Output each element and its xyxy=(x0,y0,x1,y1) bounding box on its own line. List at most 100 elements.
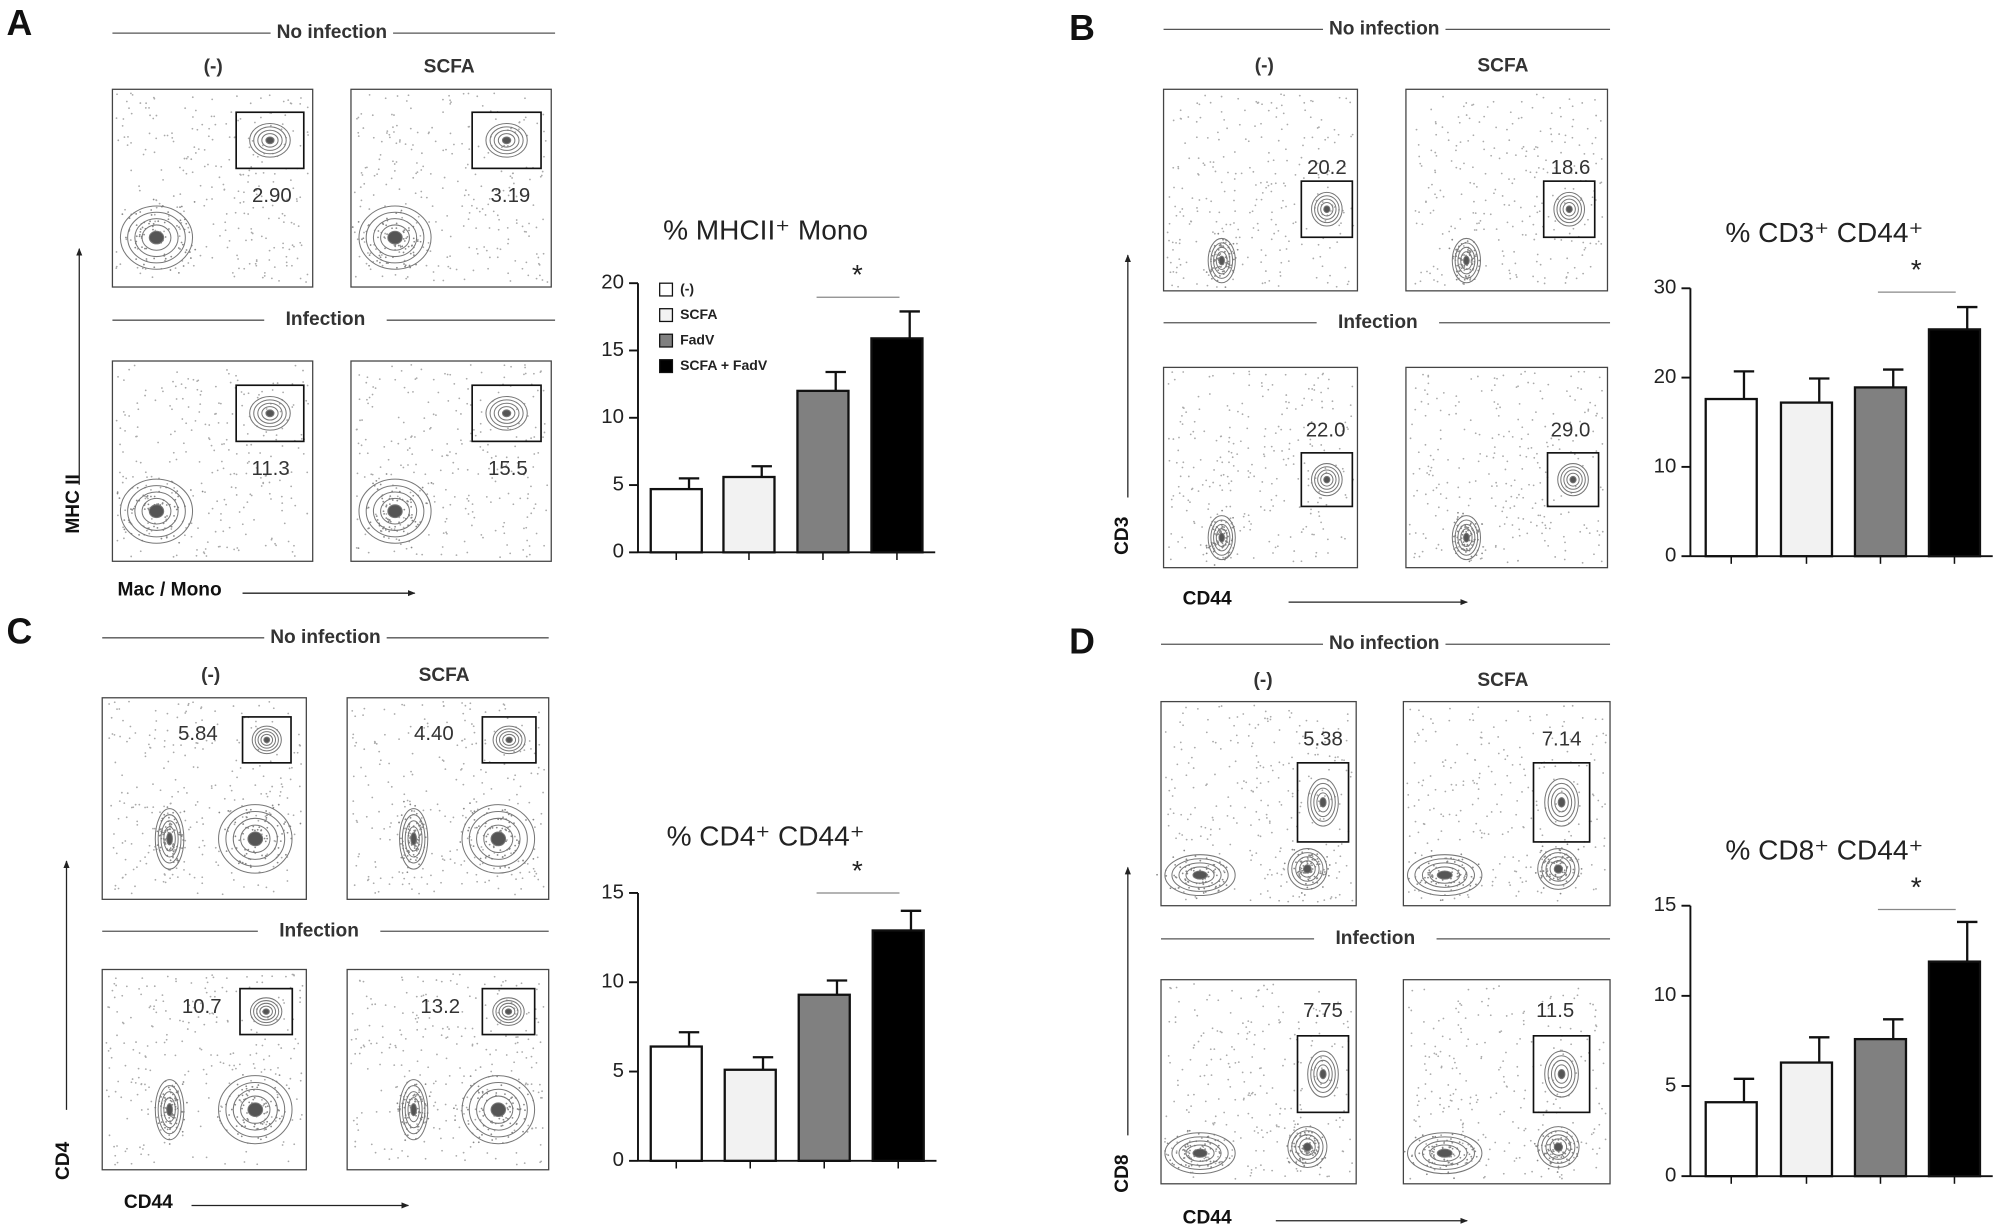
event-dot xyxy=(265,431,268,433)
event-dot xyxy=(1311,100,1314,103)
event-dot xyxy=(128,415,131,417)
event-dot xyxy=(181,847,183,850)
event-dot xyxy=(1563,202,1566,204)
event-dot xyxy=(1182,724,1184,727)
event-dot xyxy=(170,255,173,258)
event-dot xyxy=(393,528,396,531)
event-dot xyxy=(1168,437,1170,440)
event-dot xyxy=(187,156,189,158)
event-dot xyxy=(365,381,368,384)
event-dot xyxy=(1531,419,1534,421)
event-dot xyxy=(219,234,221,237)
event-dot xyxy=(384,733,386,736)
event-dot xyxy=(1287,457,1290,460)
event-dot xyxy=(409,816,412,819)
event-dot xyxy=(1284,373,1287,376)
event-dot xyxy=(1505,482,1508,485)
event-dot xyxy=(412,144,414,146)
contour xyxy=(166,832,173,846)
event-dot xyxy=(1414,209,1417,212)
event-dot xyxy=(515,1123,518,1126)
event-dot xyxy=(1179,109,1182,112)
event-dot xyxy=(1266,717,1269,720)
event-dot xyxy=(1463,283,1465,285)
event-dot xyxy=(408,264,411,267)
event-dot xyxy=(506,839,508,841)
contour xyxy=(372,218,418,258)
event-dot xyxy=(1282,112,1285,115)
event-dot xyxy=(292,973,295,976)
event-dot xyxy=(1536,211,1539,214)
event-dot xyxy=(1559,107,1562,109)
event-dot xyxy=(260,476,262,479)
event-dot xyxy=(525,555,528,558)
event-dot xyxy=(502,525,505,528)
event-dot xyxy=(355,1037,357,1040)
event-dot xyxy=(151,276,154,279)
event-dot xyxy=(207,1097,210,1099)
event-dot xyxy=(1465,114,1468,116)
event-dot xyxy=(503,364,506,367)
event-dot xyxy=(1511,182,1514,185)
event-dot xyxy=(196,800,199,803)
event-dot xyxy=(154,220,157,223)
event-dot xyxy=(151,225,154,228)
event-dot xyxy=(1212,161,1215,164)
event-dot xyxy=(402,466,405,469)
event-dot xyxy=(290,221,293,224)
event-dot xyxy=(1236,822,1238,824)
event-dot xyxy=(1201,526,1203,528)
event-dot xyxy=(148,222,150,225)
event-dot xyxy=(1459,263,1461,266)
event-dot xyxy=(119,735,121,738)
panel-letter: D xyxy=(1069,622,1095,662)
event-dot xyxy=(402,238,405,240)
event-dot xyxy=(1420,165,1423,167)
event-dot xyxy=(1179,263,1182,266)
event-dot xyxy=(241,816,244,818)
event-dot xyxy=(1413,556,1416,559)
event-dot xyxy=(1584,246,1587,249)
event-dot xyxy=(482,1115,485,1117)
contour xyxy=(254,728,279,752)
event-dot xyxy=(153,1161,156,1164)
event-dot xyxy=(124,1064,127,1067)
event-dot xyxy=(460,768,462,771)
event-dot xyxy=(115,265,118,268)
event-dot xyxy=(124,840,127,842)
event-dot xyxy=(434,1080,437,1083)
event-dot xyxy=(1221,461,1224,464)
contour xyxy=(1569,475,1577,484)
event-dot xyxy=(185,710,188,713)
event-dot xyxy=(191,127,194,130)
event-dot xyxy=(203,844,206,847)
event-dot xyxy=(1539,514,1542,517)
event-dot xyxy=(238,1063,241,1066)
event-dot xyxy=(363,231,365,234)
event-dot xyxy=(161,994,164,997)
event-dot xyxy=(1317,501,1319,504)
event-dot xyxy=(279,777,282,780)
event-dot xyxy=(1316,900,1319,903)
event-dot xyxy=(152,222,155,225)
event-dot xyxy=(505,1054,508,1056)
event-dot xyxy=(1204,826,1207,829)
event-dot xyxy=(1541,202,1543,205)
event-dot xyxy=(107,1095,110,1098)
event-dot xyxy=(402,530,405,533)
event-dot xyxy=(512,778,515,781)
event-dot xyxy=(172,850,175,853)
event-dot xyxy=(1171,284,1173,287)
event-dot xyxy=(186,792,188,794)
event-dot xyxy=(1321,160,1324,162)
event-dot xyxy=(1186,818,1189,821)
event-dot xyxy=(404,143,407,146)
event-dot xyxy=(1244,109,1246,112)
event-dot xyxy=(395,227,398,229)
event-dot xyxy=(387,537,390,540)
event-dot xyxy=(1246,256,1249,259)
event-dot xyxy=(393,713,396,715)
event-dot xyxy=(1291,795,1294,798)
event-dot xyxy=(117,375,119,378)
event-dot xyxy=(242,1104,245,1107)
